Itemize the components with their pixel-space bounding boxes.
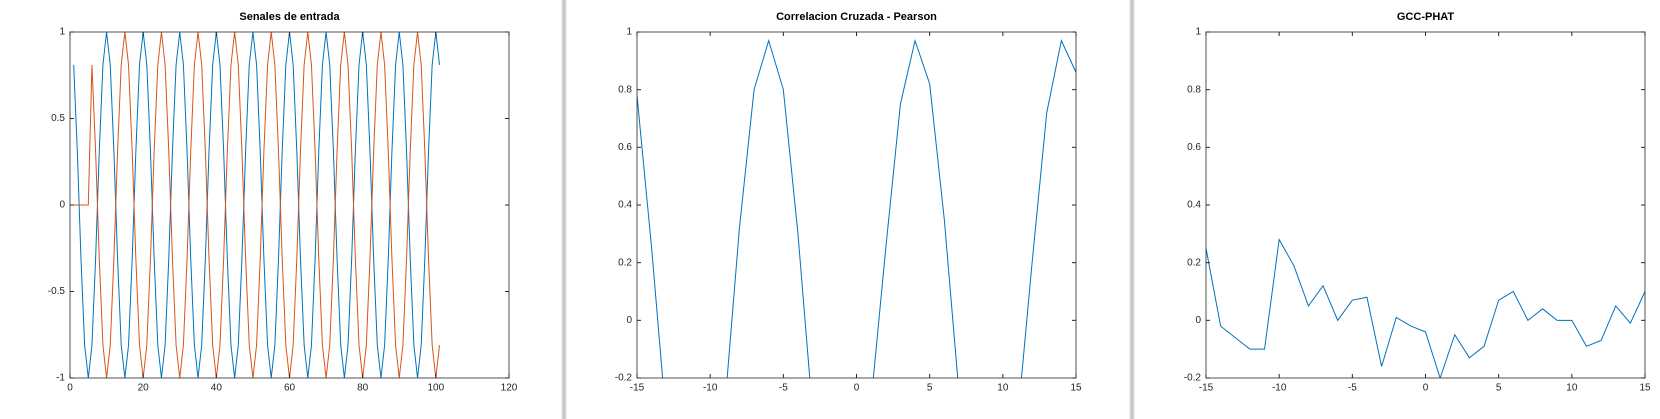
y-tick-label: 1 bbox=[1195, 27, 1201, 38]
y-tick-label: 0 bbox=[59, 200, 65, 211]
x-tick-label: 5 bbox=[1496, 383, 1502, 394]
y-tick-label: -0.2 bbox=[1184, 373, 1202, 384]
x-tick-label: 10 bbox=[1566, 383, 1578, 394]
y-tick-label: -0.5 bbox=[48, 286, 66, 297]
x-tick-label: 100 bbox=[427, 383, 444, 394]
x-tick-label: 0 bbox=[854, 383, 860, 394]
x-tick-label: 0 bbox=[1423, 383, 1429, 394]
x-tick-label: -5 bbox=[1348, 383, 1357, 394]
y-tick-label: 1 bbox=[626, 27, 632, 38]
x-tick-label: -10 bbox=[1272, 383, 1287, 394]
axes-box bbox=[1205, 31, 1646, 379]
series-line bbox=[637, 38, 1076, 378]
chart-title: GCC-PHAT bbox=[1397, 11, 1455, 23]
x-tick-label: 10 bbox=[997, 383, 1009, 394]
y-tick-label: 0.6 bbox=[618, 142, 632, 153]
x-tick-label: 120 bbox=[501, 383, 518, 394]
chart-title: Correlacion Cruzada - Pearson bbox=[776, 11, 937, 23]
axes-box bbox=[69, 31, 510, 379]
y-tick-label: 0.6 bbox=[1187, 142, 1201, 153]
y-tick-label: 0.2 bbox=[618, 257, 632, 268]
x-tick-label: 80 bbox=[357, 383, 369, 394]
chart-title: Senales de entrada bbox=[239, 11, 340, 23]
y-tick-label: -1 bbox=[56, 373, 65, 384]
series-line bbox=[1206, 238, 1645, 378]
axes-box bbox=[636, 31, 1077, 379]
y-tick-label: 0.2 bbox=[1187, 257, 1201, 268]
panel-separator bbox=[561, 0, 567, 419]
x-tick-label: 5 bbox=[927, 383, 933, 394]
y-tick-label: 0.8 bbox=[1187, 84, 1201, 95]
y-tick-label: 0.5 bbox=[51, 113, 65, 124]
x-tick-label: -15 bbox=[1199, 383, 1214, 394]
y-tick-label: 1 bbox=[59, 27, 65, 38]
series-line bbox=[73, 32, 440, 378]
y-tick-label: 0.4 bbox=[618, 200, 632, 211]
y-tick-label: 0.4 bbox=[1187, 200, 1201, 211]
x-tick-label: 60 bbox=[284, 383, 296, 394]
x-tick-label: 15 bbox=[1639, 383, 1651, 394]
x-tick-label: -5 bbox=[779, 383, 788, 394]
x-tick-label: 15 bbox=[1070, 383, 1082, 394]
series-line bbox=[73, 32, 440, 378]
y-tick-label: -0.2 bbox=[615, 373, 633, 384]
x-tick-label: 0 bbox=[67, 383, 73, 394]
y-tick-label: 0.8 bbox=[618, 84, 632, 95]
x-tick-label: -15 bbox=[630, 383, 645, 394]
panel-separator bbox=[1129, 0, 1135, 419]
x-tick-label: -10 bbox=[703, 383, 718, 394]
x-tick-label: 40 bbox=[211, 383, 223, 394]
x-tick-label: 20 bbox=[138, 383, 150, 394]
y-tick-label: 0 bbox=[626, 315, 632, 326]
y-tick-label: 0 bbox=[1195, 315, 1201, 326]
